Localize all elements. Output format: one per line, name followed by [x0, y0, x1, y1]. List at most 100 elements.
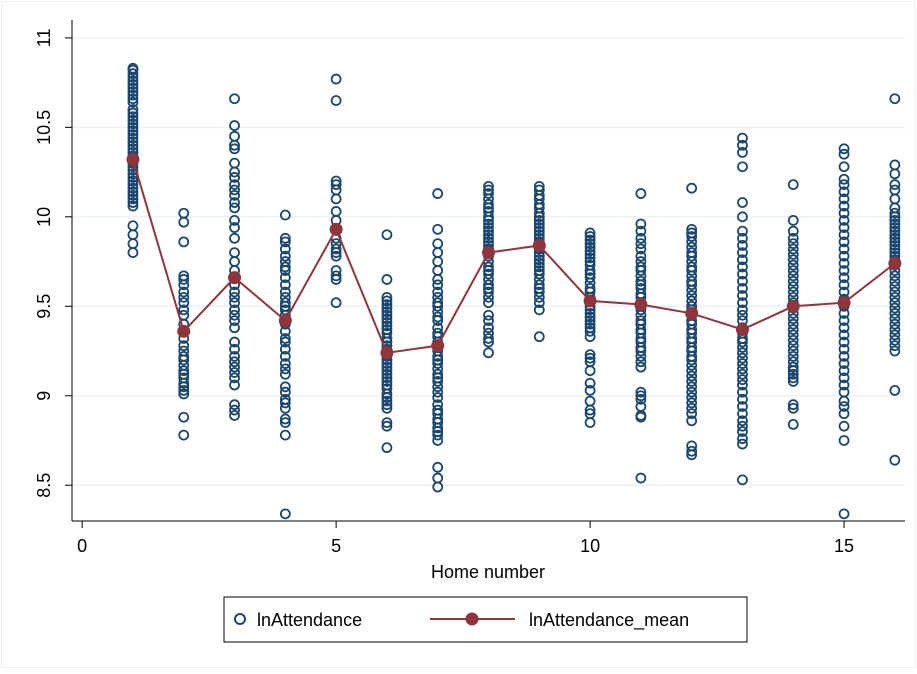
data-point — [838, 420, 850, 432]
data-point — [330, 297, 342, 309]
data-point — [127, 82, 139, 94]
data-point — [838, 372, 850, 384]
data-point — [787, 259, 799, 271]
data-point — [838, 365, 850, 377]
data-point — [584, 365, 596, 377]
data-point — [584, 311, 596, 323]
data-point — [737, 342, 748, 353]
data-point — [127, 68, 139, 80]
mean-point — [126, 153, 140, 167]
data-point — [686, 445, 698, 457]
data-point — [279, 397, 291, 409]
data-point — [889, 281, 901, 293]
data-point — [483, 229, 494, 241]
legend-marker-mean — [465, 612, 479, 626]
data-point — [279, 363, 291, 375]
data-point — [838, 243, 850, 255]
data-point — [889, 207, 901, 219]
data-point — [838, 222, 850, 233]
data-point — [787, 232, 799, 244]
mean-point — [837, 296, 851, 310]
legend-marker-scatter — [234, 613, 246, 625]
mean-point — [888, 256, 902, 270]
legend-label-scatter: lnAttendance — [257, 610, 362, 630]
data-point — [787, 286, 799, 298]
y-ticks: 8.5 9 9.5 10 10.5 11 — [34, 29, 72, 498]
legend-label-mean: lnAttendance_mean — [529, 610, 689, 631]
legend: lnAttendance lnAttendance_mean — [223, 596, 748, 643]
data-point — [889, 308, 901, 319]
data-point — [889, 218, 901, 230]
data-point — [229, 309, 240, 321]
data-point — [330, 73, 342, 85]
data-point — [330, 274, 342, 285]
data-point — [787, 265, 799, 276]
y-tick-label: 8.5 — [34, 473, 54, 498]
data-point — [737, 309, 748, 321]
data-point — [178, 354, 190, 366]
data-point — [838, 315, 850, 327]
data-point — [127, 118, 139, 130]
data-point — [787, 179, 799, 191]
y-tick-label: 9.5 — [34, 294, 54, 319]
data-point — [889, 275, 901, 287]
data-point — [127, 111, 139, 123]
data-point — [787, 334, 799, 346]
data-point — [889, 240, 901, 251]
data-point — [889, 454, 901, 466]
data-point — [635, 188, 647, 199]
data-point — [737, 415, 748, 427]
data-point — [381, 291, 393, 303]
data-point — [229, 143, 240, 155]
data-point — [686, 279, 698, 291]
data-point — [127, 125, 139, 137]
data-point — [838, 435, 850, 446]
data-point — [178, 340, 190, 352]
data-point — [279, 209, 291, 221]
data-point — [279, 508, 291, 520]
data-point — [483, 286, 494, 298]
data-point — [127, 79, 139, 90]
data-point — [686, 397, 698, 409]
data-point — [279, 232, 291, 244]
data-point — [686, 381, 698, 393]
data-point — [381, 309, 393, 321]
data-point — [838, 207, 850, 219]
data-point — [229, 379, 240, 391]
data-point — [533, 257, 545, 269]
data-point — [737, 420, 748, 432]
data-point — [127, 200, 139, 212]
data-point — [686, 402, 698, 414]
data-point — [737, 336, 748, 348]
x-tick-label: 5 — [331, 536, 341, 556]
data-point — [635, 238, 647, 250]
mean-point — [583, 294, 597, 308]
data-point — [838, 148, 850, 160]
data-point — [737, 438, 748, 450]
mean-point — [228, 271, 242, 285]
data-point — [381, 402, 393, 414]
data-point — [787, 275, 799, 287]
data-point — [127, 136, 139, 148]
data-point — [737, 379, 748, 391]
data-point — [838, 265, 850, 276]
data-point — [229, 361, 240, 373]
data-point — [737, 386, 748, 398]
data-point — [584, 417, 596, 428]
data-point — [127, 129, 139, 140]
data-point — [330, 179, 342, 191]
data-point — [889, 291, 901, 303]
data-point — [533, 304, 545, 316]
data-point — [838, 401, 850, 412]
data-point — [737, 474, 748, 486]
data-point — [127, 121, 139, 133]
data-point — [229, 120, 240, 131]
data-point — [787, 254, 799, 266]
data-point — [178, 279, 190, 291]
data-point — [889, 179, 901, 191]
data-point — [127, 114, 139, 126]
data-point — [635, 390, 647, 402]
data-point — [737, 240, 748, 251]
data-point — [229, 367, 240, 378]
data-point — [279, 386, 291, 398]
